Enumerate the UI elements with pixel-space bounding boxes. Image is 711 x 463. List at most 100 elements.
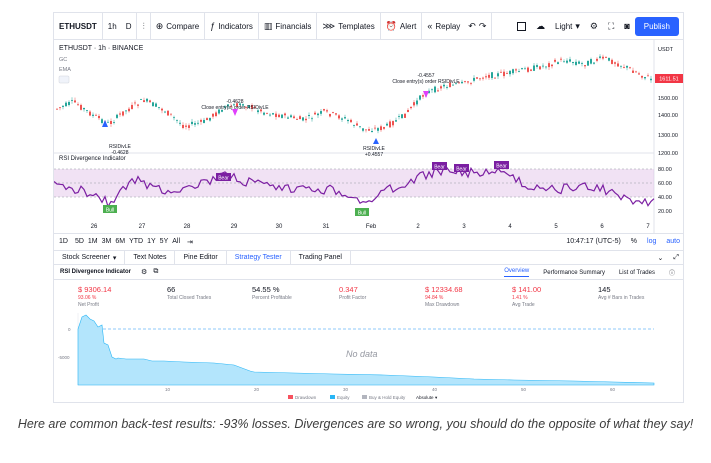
candle-body [269,114,271,116]
compare-button[interactable]: ⊕ Compare [151,13,206,40]
candle-body [599,56,601,58]
candle-body [494,77,496,79]
templates-label: Templates [338,21,375,31]
range-6m[interactable]: 6M [115,238,126,245]
range-ytd[interactable]: YTD [129,238,144,245]
compare-label: Compare [166,21,200,31]
templates-button[interactable]: ⋙ Templates [317,13,381,40]
replay-button[interactable]: « Replay ↶ ↷ [422,13,493,40]
candle-body [266,112,268,114]
candle-body [341,118,343,120]
financials-button[interactable]: ▥ Financials [259,13,318,40]
clock[interactable]: 10:47:17 (UTC-5) [566,238,621,245]
candle-body [602,56,604,59]
tab-pine-editor[interactable]: Pine Editor [175,250,227,265]
date-range-icon[interactable]: ⇥ [187,238,193,246]
range-1m[interactable]: 1M [87,238,98,245]
alert-button[interactable]: ⏰ Alert [381,13,423,40]
candle-body [536,65,538,67]
source-icon[interactable]: ⧉ [153,268,159,275]
undo-icon[interactable]: ↶ [468,20,476,31]
candle-body [350,119,352,123]
metric-profit-factor: 0.347 Profit Factor [339,285,366,301]
candle-body [317,113,319,116]
candle-body [242,104,244,106]
auto-toggle[interactable]: auto [666,238,680,245]
range-1y[interactable]: 1Y [147,238,156,245]
candle-body [566,60,568,63]
price-axis-label: 1400.00 [658,113,678,119]
symbol-search[interactable]: ETHUSDT [54,13,103,40]
gc-legend: GC [59,57,67,63]
tab-trading-panel[interactable]: Trading Panel [291,250,351,265]
candle-body [569,59,571,62]
layout-button[interactable] [512,13,531,40]
tab-performance-summary[interactable]: Performance Summary [543,269,605,276]
candle-body [320,111,322,114]
candle-body [374,127,376,129]
candle-body [116,114,118,118]
equity-x-label: 60 [610,387,616,392]
rsi-axis-label: 60.00 [658,181,672,187]
maximize-panel-icon[interactable]: ⤢ [673,253,679,261]
square-icon [517,21,527,31]
candle-type-button[interactable]: ⫶ [137,13,151,40]
range-1d[interactable]: 1D [59,238,68,245]
interval-selector[interactable]: 1h D [103,13,138,40]
price-axis-label: 1300.00 [658,133,678,139]
cloud-button[interactable]: ☁ [531,13,550,40]
tab-list-of-trades[interactable]: List of Trades [618,269,655,276]
theme-selector[interactable]: Light ▾ [550,13,585,40]
snapshot-button[interactable]: ◙ [619,13,634,40]
candle-body [644,77,646,79]
sell-arrow-marker [232,109,238,116]
candle-body [431,89,433,91]
range-all[interactable]: All [172,238,181,245]
price-axis-label: 1200.00 [658,151,678,157]
tab-text-notes[interactable]: Text Notes [125,250,176,265]
metric-label: Percent Profitable [252,295,292,301]
time-axis: 26 27 28 29 30 31 Feb 2 3 4 5 6 7 [91,224,651,230]
metric-value: 66 [167,285,176,294]
tab-strategy-tester[interactable]: Strategy Tester [227,250,291,265]
percent-toggle[interactable]: % [630,238,638,245]
candle-body [560,58,562,60]
redo-icon[interactable]: ↷ [478,20,487,31]
range-5y[interactable]: 5Y [159,238,169,245]
bull-tag [103,205,117,213]
candle-body [188,125,190,128]
candle-body [164,111,166,113]
candle-body [62,105,64,107]
indicators-label: Indicators [218,21,253,31]
fullscreen-button[interactable]: ⛶ [603,13,619,40]
tab-stock-screener[interactable]: Stock Screener ▾ [54,250,126,265]
candle-body [107,121,109,123]
price-and-rsi-chart[interactable]: Bull Bear Bull Bear Bear Bear RSIDivLE -… [54,40,684,233]
candle-body [278,114,280,118]
candle-body [338,115,340,119]
equity-swatch [330,395,335,399]
equity-x-label: 40 [432,387,438,392]
publish-button[interactable]: Publish [634,16,679,36]
log-toggle[interactable]: log [647,238,657,245]
range-3m[interactable]: 3M [101,238,112,245]
last-price-tag [655,74,683,83]
help-icon[interactable]: ⓘ [668,271,675,277]
indicators-button[interactable]: ƒ Indicators [205,13,259,40]
time-axis-label: 7 [646,224,650,230]
candle-body [323,109,325,111]
top-toolbar: ETHUSDT 1h D ⫶ ⊕ Compare ƒ Indicators ▥ … [54,13,683,40]
settings-icon[interactable]: ⚙ [141,269,148,276]
candle-body [455,83,457,85]
candle-body [473,77,475,81]
candle-body [329,113,331,117]
candle-body [464,81,466,82]
candle-body [299,116,301,120]
collapse-panel-icon[interactable]: ⌄ [657,254,664,262]
candle-body [572,62,574,64]
candle-body [413,102,415,106]
tab-overview[interactable]: Overview [504,268,530,277]
range-5d[interactable]: 5D [74,238,84,245]
settings-button[interactable]: ⚙ [585,13,603,40]
candle-body [245,107,247,108]
